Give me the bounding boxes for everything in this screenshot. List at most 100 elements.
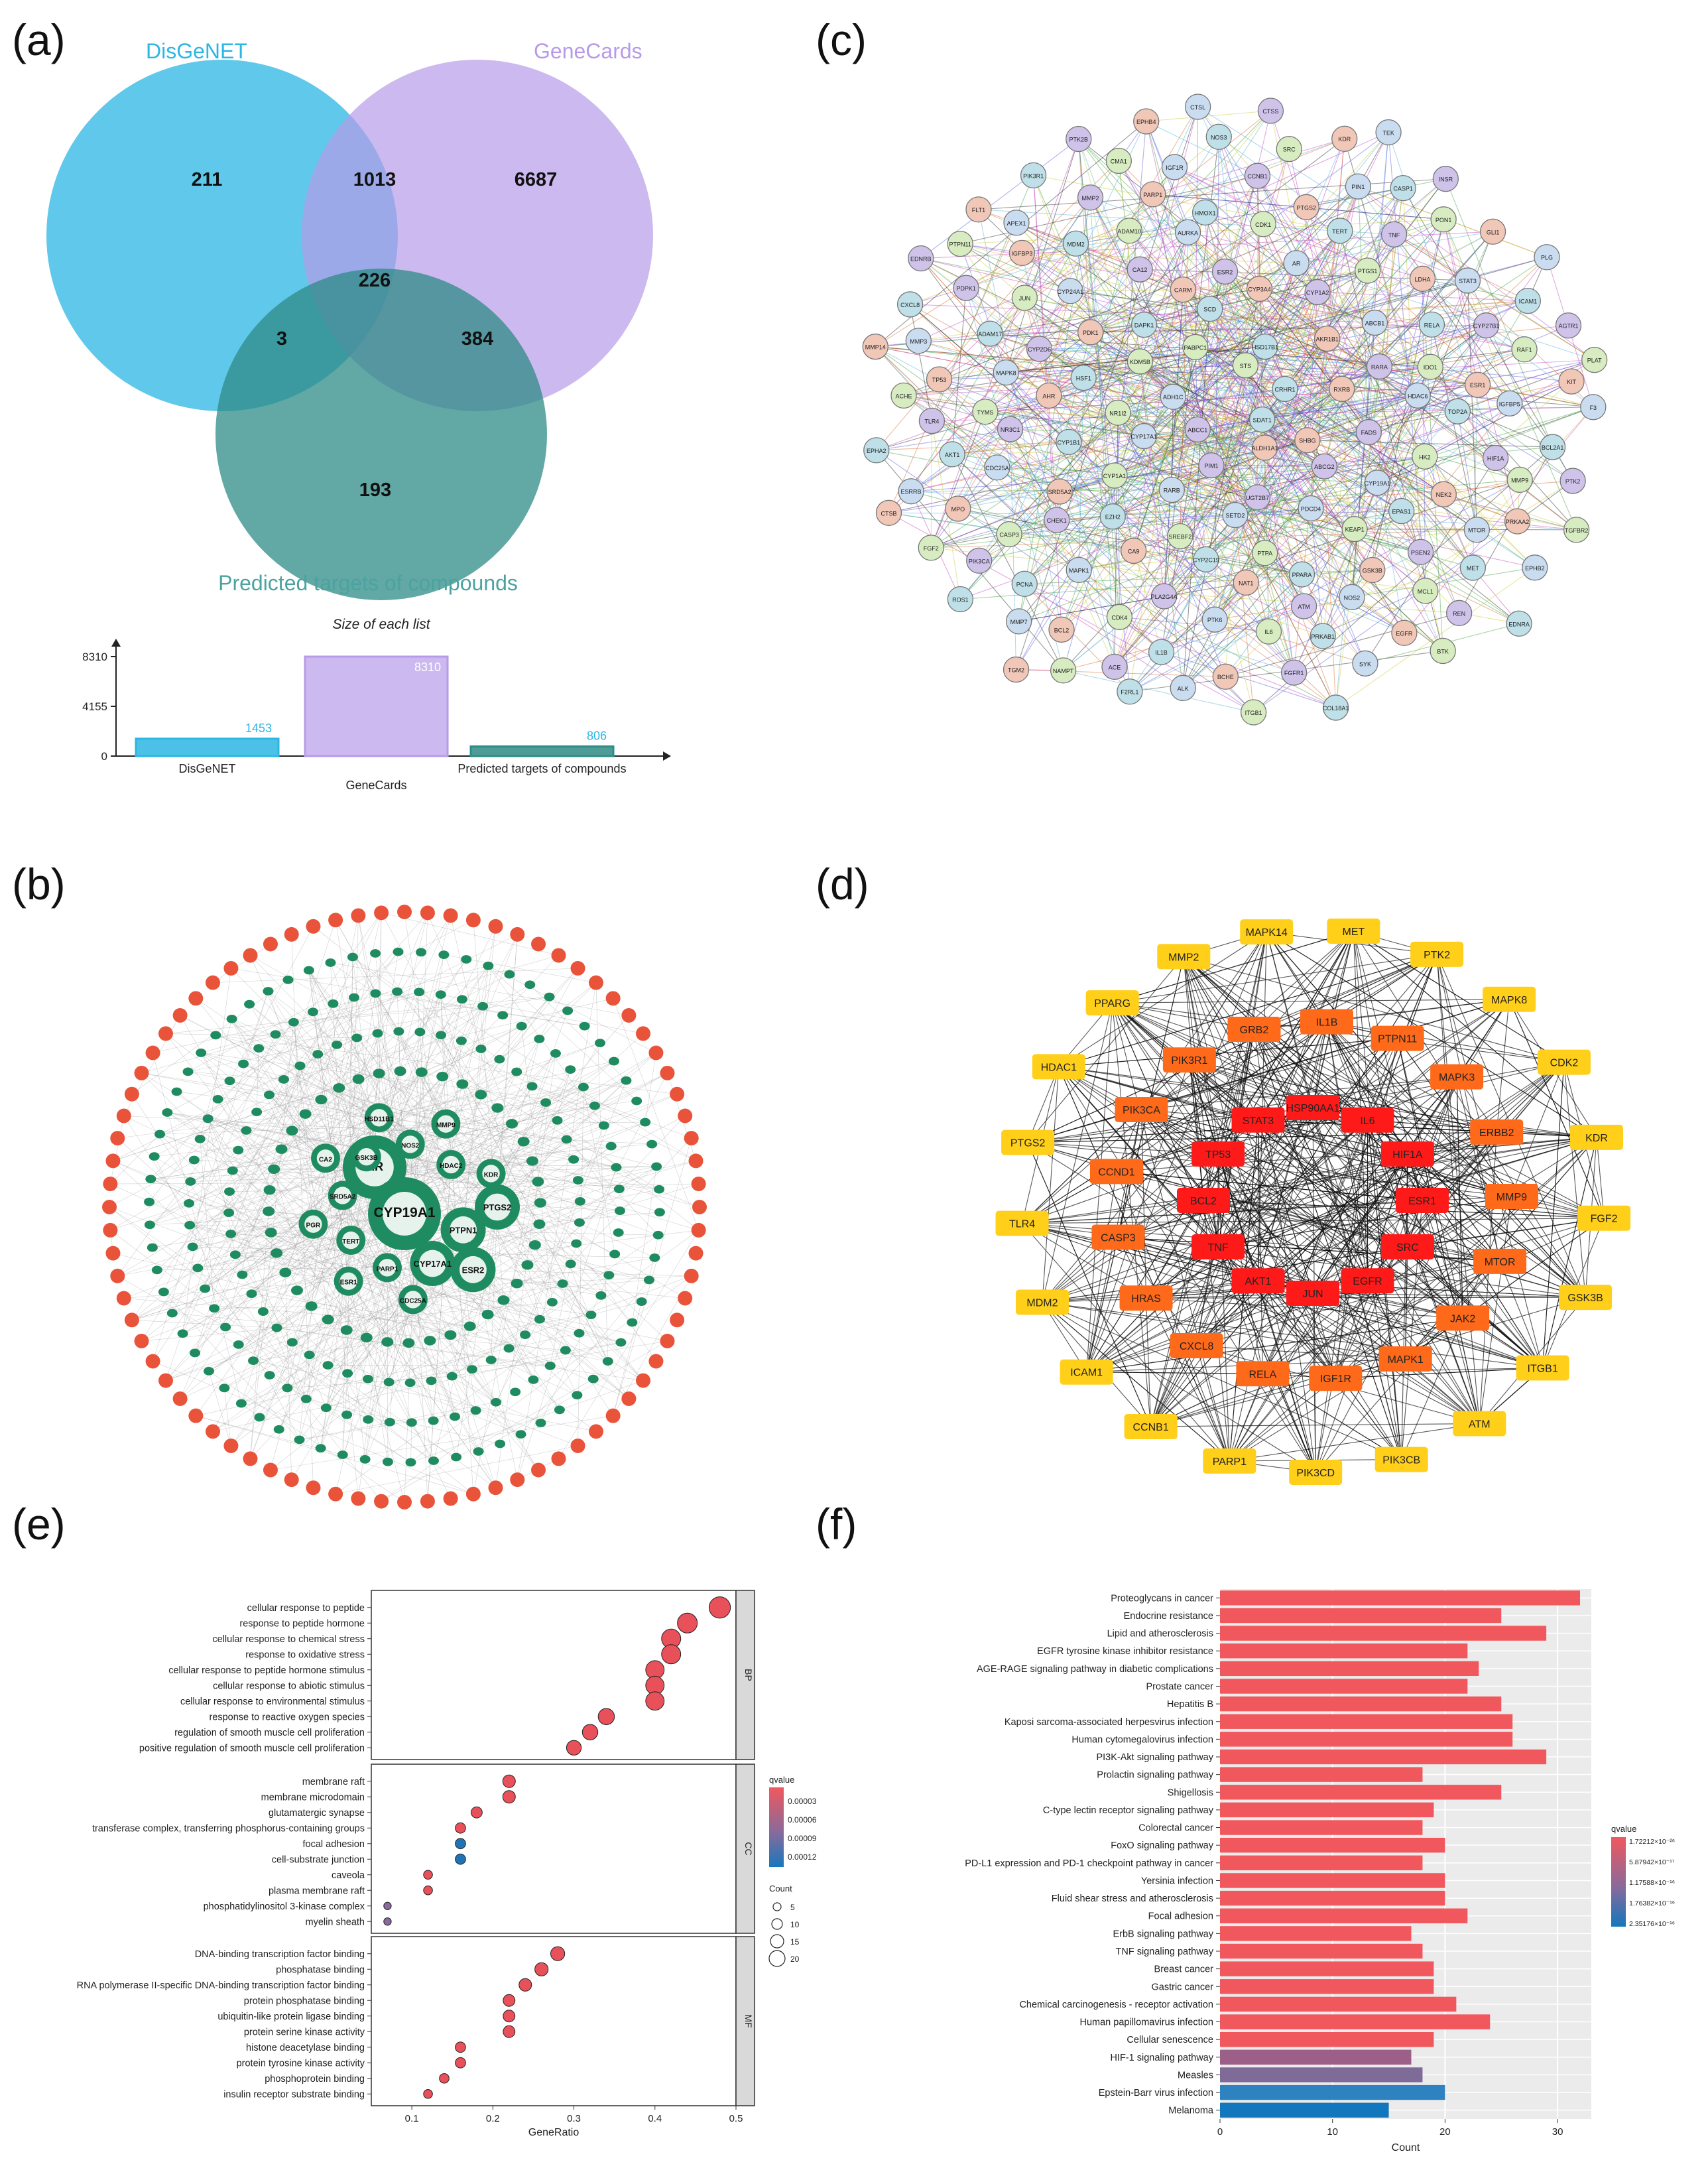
b-target-node (475, 1045, 487, 1053)
svg-text:IL6: IL6 (1360, 1116, 1374, 1127)
svg-text:BTK: BTK (1437, 648, 1449, 655)
f-bar (1220, 1979, 1434, 1994)
b-edge (320, 1157, 367, 1448)
c-node-ADH1C: ADH1C (1160, 383, 1186, 410)
b-edge (131, 1224, 314, 1320)
c-edge (1063, 232, 1189, 671)
c-node-PCNA: PCNA (1011, 570, 1038, 597)
c-edge (1039, 346, 1195, 350)
b-edge (300, 1065, 326, 1159)
b-target-node (557, 1279, 568, 1288)
c-edge (1140, 361, 1262, 420)
c-edge (876, 441, 1069, 451)
b-target-node (415, 1067, 428, 1077)
b-edge (123, 1298, 470, 1326)
b-core-node-ESR2: ESR2 (450, 1247, 496, 1293)
svg-text:JAK2: JAK2 (1450, 1313, 1475, 1324)
svg-text:PRKAA2: PRKAA2 (1506, 519, 1530, 525)
c-edge (1078, 139, 1120, 617)
c-node-GLI1: GLI1 (1479, 218, 1506, 245)
svg-text:EPAS1: EPAS1 (1392, 509, 1411, 515)
e-strip-CC (735, 1764, 755, 1934)
c-node-CA12: CA12 (1127, 256, 1153, 283)
c-edge (1005, 372, 1295, 673)
c-edge (939, 278, 1423, 380)
b-target-node (251, 1108, 263, 1117)
c-edge (990, 270, 1368, 334)
svg-text:STAT3: STAT3 (1243, 1116, 1274, 1127)
c-edge (1218, 136, 1594, 408)
b-target-node (271, 1323, 282, 1332)
panel-d: METPTK2MAPK8CDK2KDRIL1BPTPN11MAPK3FGF2GS… (995, 919, 1631, 1485)
e-strip-label-BP: BP (743, 1669, 754, 1681)
b-outer-node (205, 975, 220, 990)
b-target-node (278, 1075, 289, 1084)
e-dot (439, 2073, 450, 2084)
svg-text:CYP19A1: CYP19A1 (1365, 480, 1391, 487)
c-edge (1245, 186, 1359, 583)
b-edge (224, 1387, 231, 1446)
d-edge (1042, 1003, 1113, 1303)
e-dot (383, 1917, 392, 1926)
svg-text:PTPA: PTPA (1257, 550, 1272, 557)
svg-text:PTGS2: PTGS2 (483, 1202, 511, 1212)
svg-text:PIK3CD: PIK3CD (1296, 1468, 1335, 1479)
c-edge (1128, 230, 1402, 511)
c-edge (1259, 288, 1375, 324)
c-edge (1024, 297, 1084, 378)
b-edge (243, 991, 269, 1064)
svg-text:IL1B: IL1B (1316, 1017, 1338, 1029)
d-node-MAPK3: MAPK3 (1430, 1064, 1484, 1090)
d-edge (1184, 956, 1565, 1063)
panel-c: SDAT1ABCC1STSALDH1A1ADH1CCRHR1PIM1PABPC1… (862, 94, 1608, 726)
c-edge (1114, 466, 1325, 667)
d-node-ICAM1: ICAM1 (1060, 1359, 1113, 1385)
svg-text:MMP9: MMP9 (1496, 1192, 1527, 1203)
b-edge (180, 1190, 270, 1399)
c-edge (1140, 270, 1368, 362)
b-core-node-HSD11B1: HSD11B1 (364, 1103, 394, 1133)
c-edge (957, 231, 1493, 509)
c-edge (1059, 419, 1262, 492)
c-edge (985, 384, 1478, 413)
c-edge (1146, 121, 1295, 673)
svg-text:CTSS: CTSS (1262, 108, 1278, 115)
b-outer-node (263, 1462, 278, 1478)
svg-text:MDM2: MDM2 (1026, 1297, 1058, 1309)
b-edge (268, 991, 446, 1124)
c-node-RAF1: RAF1 (1511, 336, 1538, 363)
c-node-TGM2: TGM2 (1003, 656, 1030, 683)
c-edge (1114, 325, 1487, 476)
svg-text:ESR1: ESR1 (340, 1279, 358, 1287)
c-node-SCD: SCD (1197, 295, 1223, 322)
b-edge (339, 1088, 657, 1167)
b-edge (229, 1191, 307, 1399)
d-edge (1563, 1062, 1586, 1298)
d-edge (1183, 956, 1259, 1120)
d-edge (1254, 999, 1510, 1030)
b-edge (326, 1407, 390, 1423)
svg-text:NOS3: NOS3 (1211, 134, 1227, 141)
svg-text:CYP27B1: CYP27B1 (1473, 323, 1500, 330)
b-edge (250, 955, 388, 1268)
svg-text:CDK1: CDK1 (1255, 222, 1271, 228)
b-target-node (568, 1155, 580, 1164)
e-dot (566, 1740, 582, 1756)
b-outer-node (110, 1268, 125, 1283)
d-edge (1150, 1345, 1197, 1427)
d-edge (1028, 1120, 1368, 1143)
c-edge (1259, 288, 1520, 480)
c-edge (931, 243, 1076, 421)
d-node-TLR4: TLR4 (995, 1210, 1049, 1236)
d-node-GSK3B: GSK3B (1559, 1285, 1613, 1311)
b-edge (396, 991, 498, 1108)
b-target-node (265, 1228, 277, 1238)
venn-label-predicted: Predicted targets of compounds (218, 571, 518, 595)
b-edge (165, 1319, 328, 1381)
e-dot (423, 2089, 433, 2099)
panel-b: ARCYP19A1PTGS2PTPN1ESR2CYP17A1CDC25APARP… (102, 905, 707, 1509)
b-edge (540, 1275, 609, 1423)
d-edge (1196, 932, 1267, 1346)
c-edge (939, 231, 1188, 380)
b-target-node (572, 1391, 583, 1400)
